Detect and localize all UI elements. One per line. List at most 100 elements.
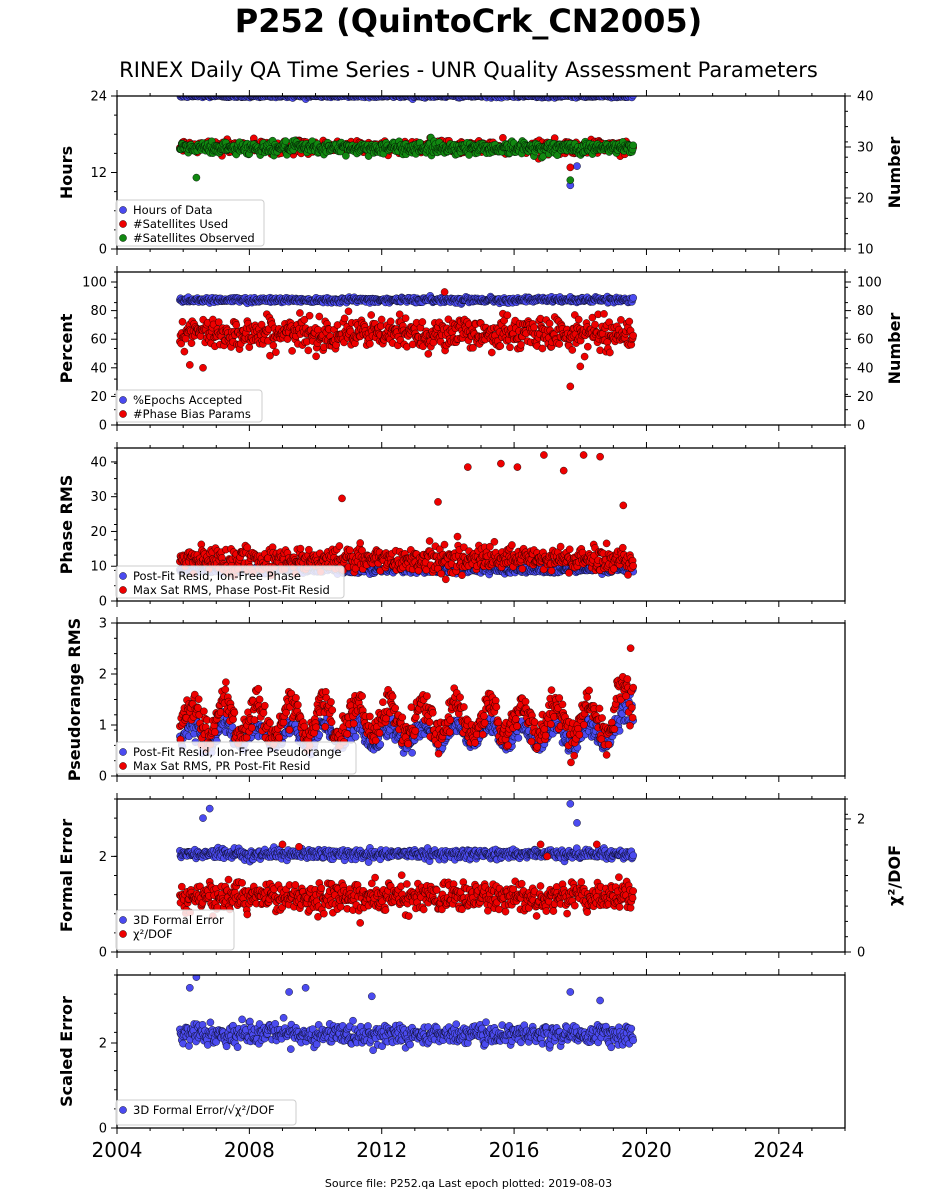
data-point <box>506 343 514 352</box>
data-point <box>281 137 290 145</box>
data-point <box>490 538 499 546</box>
data-point <box>591 320 599 329</box>
data-point <box>272 348 280 357</box>
data-point <box>568 346 577 354</box>
data-point <box>588 313 597 322</box>
legend-label: #Satellites Used <box>133 217 228 231</box>
y-tick-label: 60 <box>90 333 107 348</box>
legend-label: %Epochs Accepted <box>133 393 242 407</box>
data-point <box>440 540 449 549</box>
data-point <box>629 141 638 150</box>
data-point <box>386 317 395 326</box>
page-title: P252 (QuintoCrk_CN2005) <box>234 2 703 40</box>
legend-box <box>115 389 263 423</box>
y2-tick-label: 80 <box>857 304 874 319</box>
data-point <box>496 342 505 350</box>
y-tick-label: 80 <box>90 304 107 319</box>
data-point <box>257 320 266 329</box>
data-point <box>469 343 477 352</box>
y2-tick-label: 40 <box>857 361 874 376</box>
y-tick-label: 40 <box>90 361 107 376</box>
scatter-points <box>176 96 638 190</box>
data-point <box>180 347 189 356</box>
data-point <box>214 318 223 326</box>
legend-box <box>115 199 265 247</box>
y2-tick-label: 10 <box>857 243 874 258</box>
data-point <box>503 311 512 320</box>
scatter-points <box>176 288 638 391</box>
panel-2: 020406080100020406080100NumberPercent%Ep… <box>57 266 904 434</box>
legend-marker <box>119 410 127 418</box>
data-point <box>300 315 309 324</box>
data-point <box>629 331 638 340</box>
outlier-point <box>199 363 207 372</box>
page-subtitle: RINEX Daily QA Time Series - UNR Quality… <box>119 58 818 82</box>
outlier-point <box>566 382 575 391</box>
y2-tick-label: 100 <box>857 276 882 291</box>
outlier-point <box>566 176 575 184</box>
legend-marker <box>119 234 127 242</box>
data-point <box>181 334 190 343</box>
y-tick-label: 12 <box>90 166 107 181</box>
data-point <box>345 546 354 554</box>
y-axis-label: Percent <box>57 313 76 383</box>
data-point <box>418 318 427 326</box>
y2-axis-label: Number <box>885 137 904 209</box>
data-point <box>296 544 305 553</box>
data-point <box>538 344 547 353</box>
plot-frame <box>116 271 846 426</box>
data-point <box>553 151 562 159</box>
data-point <box>356 539 365 547</box>
y2-tick-label: 0 <box>857 419 865 434</box>
data-point <box>487 348 496 357</box>
legend-label: Hours of Data <box>133 203 213 217</box>
data-point <box>340 314 349 323</box>
data-point <box>395 310 404 319</box>
data-point <box>441 575 450 584</box>
data-point <box>232 321 241 329</box>
data-point <box>458 571 466 580</box>
data-point <box>367 311 376 319</box>
data-point <box>344 307 353 316</box>
y2-axis-label: Number <box>885 313 904 385</box>
legend: %Epochs Accepted#Phase Bias Params <box>115 389 263 423</box>
data-point <box>269 341 278 350</box>
data-point <box>517 340 525 349</box>
y-tick-label: 40 <box>90 455 107 470</box>
data-point <box>335 542 344 550</box>
legend-label: #Phase Bias Params <box>133 407 251 421</box>
data-point <box>333 321 342 329</box>
data-point <box>580 352 589 361</box>
legend-marker <box>119 396 127 404</box>
y-tick-label: 24 <box>90 90 107 105</box>
outlier-point <box>566 163 575 172</box>
data-point <box>465 151 473 159</box>
data-point <box>584 342 592 351</box>
data-point <box>312 352 320 361</box>
data-point <box>366 339 374 348</box>
data-point <box>377 315 386 324</box>
data-point <box>453 532 462 541</box>
y-tick-label: 0 <box>99 243 107 258</box>
y-tick-label: 10 <box>90 560 107 575</box>
data-point <box>629 96 637 100</box>
data-point <box>288 347 296 355</box>
data-point <box>296 309 304 317</box>
y2-tick-label: 20 <box>857 390 874 405</box>
legend-label: #Satellites Observed <box>133 231 255 245</box>
legend: Hours of Data#Satellites Used#Satellites… <box>115 199 265 247</box>
y-axis-label: Phase RMS <box>57 475 76 575</box>
data-point <box>545 319 554 328</box>
y-tick-label: 100 <box>82 276 107 291</box>
y2-tick-label: 40 <box>857 90 874 105</box>
y2-tick-label: 20 <box>857 192 874 207</box>
data-point <box>606 348 614 357</box>
data-point <box>424 350 433 358</box>
legend-marker <box>119 206 127 214</box>
legend-marker <box>119 220 127 228</box>
y-tick-label: 0 <box>99 595 107 610</box>
y-tick-label: 0 <box>99 419 107 434</box>
